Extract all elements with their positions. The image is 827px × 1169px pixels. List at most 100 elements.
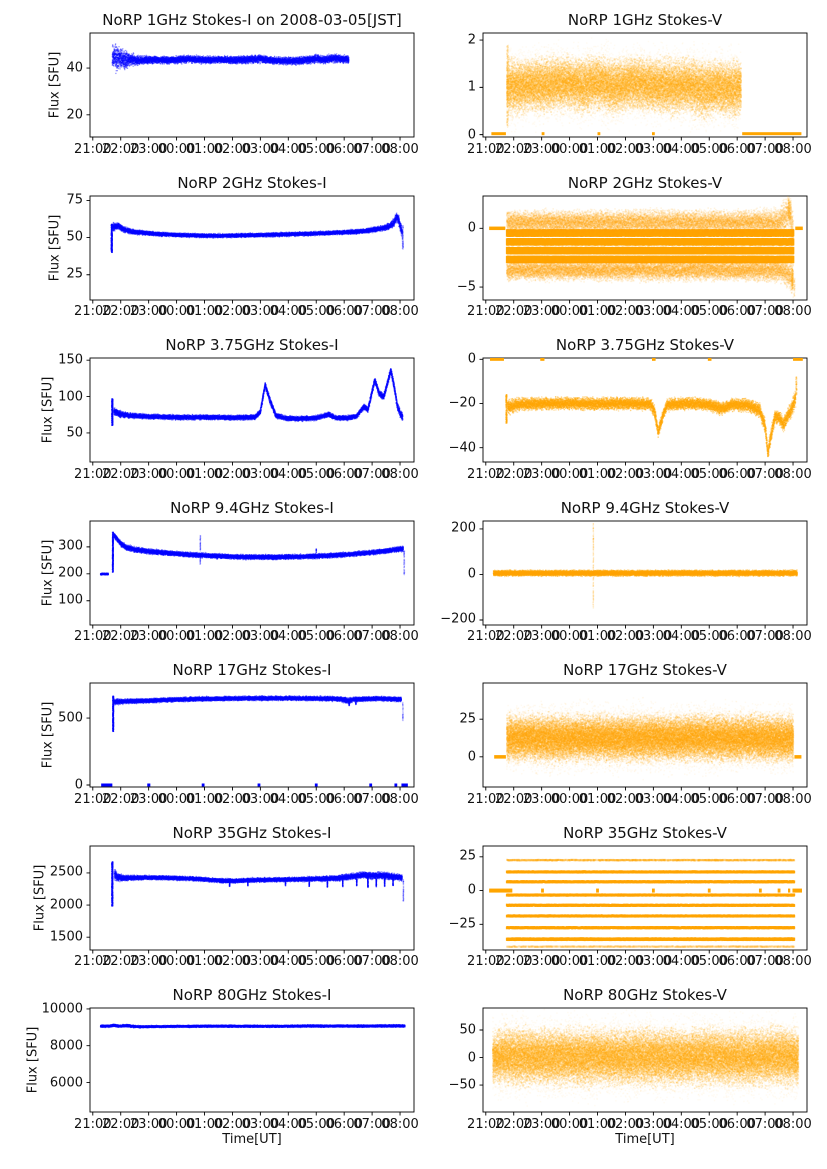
x-tick-label: 00:00 bbox=[550, 954, 589, 969]
x-tick-label: 03:00 bbox=[241, 141, 280, 157]
x-tick-label: 22:00 bbox=[101, 466, 140, 482]
y-tick-label: 2000 bbox=[49, 897, 83, 913]
x-tick-label: 07:00 bbox=[746, 954, 784, 969]
y-tick-label: 2500 bbox=[49, 864, 83, 880]
x-tick-label: 04:00 bbox=[269, 466, 308, 482]
y-tick-label: 200 bbox=[58, 565, 83, 581]
x-tick-label: 03:00 bbox=[634, 629, 673, 644]
y-tick-label: 500 bbox=[58, 710, 83, 726]
x-tick-label: 21:00 bbox=[467, 629, 505, 644]
x-tick-label: 04:00 bbox=[269, 141, 308, 157]
x-tick-label: 04:00 bbox=[269, 304, 308, 319]
x-tick-label: 02:00 bbox=[213, 1116, 252, 1132]
x-tick-label: 02:00 bbox=[606, 629, 645, 644]
x-tick-label: 05:00 bbox=[690, 141, 728, 157]
x-tick-label: 02:00 bbox=[213, 629, 252, 644]
x-tick-label: 22:00 bbox=[101, 141, 140, 157]
x-tick-label: 21:00 bbox=[467, 1116, 505, 1132]
plot-canvas-1ghz-i bbox=[84, 27, 420, 143]
x-tick-label: 00:00 bbox=[157, 954, 196, 969]
x-tick-label: 04:00 bbox=[269, 629, 308, 644]
x-tick-label: 22:00 bbox=[101, 629, 140, 644]
subplot-title-2ghz-v: NoRP 2GHz Stokes-V bbox=[567, 173, 723, 192]
plot-canvas-3-75ghz-v bbox=[477, 352, 813, 468]
y-tick-label: 25 bbox=[459, 711, 476, 727]
plot-canvas-17ghz-v bbox=[477, 677, 813, 793]
y-tick-label: 2 bbox=[467, 32, 476, 48]
x-tick-label: 23:00 bbox=[522, 791, 561, 807]
x-tick-label: 21:00 bbox=[467, 954, 505, 969]
x-tick-label: 23:00 bbox=[129, 629, 168, 644]
x-tick-label: 02:00 bbox=[213, 466, 252, 482]
plot-canvas-2ghz-v bbox=[477, 189, 813, 306]
x-tick-label: 08:00 bbox=[381, 466, 419, 482]
x-tick-label: 21:00 bbox=[74, 629, 112, 644]
x-tick-label: 23:00 bbox=[522, 466, 561, 482]
x-tick-label: 07:00 bbox=[746, 304, 784, 319]
x-tick-label: 02:00 bbox=[213, 141, 252, 157]
x-tick-label: 21:00 bbox=[74, 466, 112, 482]
x-tick-label: 21:00 bbox=[467, 141, 505, 157]
x-tick-label: 22:00 bbox=[101, 954, 140, 969]
x-tick-label: 22:00 bbox=[494, 141, 533, 157]
x-tick-label: 07:00 bbox=[353, 466, 391, 482]
y-tick-label: 25 bbox=[459, 848, 476, 864]
x-tick-label: 03:00 bbox=[241, 1116, 280, 1132]
y-tick-label: −200 bbox=[440, 611, 476, 627]
x-tick-label: 01:00 bbox=[578, 954, 617, 969]
x-tick-label: 06:00 bbox=[718, 1116, 756, 1132]
x-tick-label: 07:00 bbox=[746, 466, 784, 482]
subplot-title-17ghz-v: NoRP 17GHz Stokes-V bbox=[563, 661, 727, 679]
x-tick-label: 21:00 bbox=[467, 304, 505, 319]
subplot-title-3-75ghz-v: NoRP 3.75GHz Stokes-V bbox=[555, 336, 735, 354]
plot-canvas-1ghz-v bbox=[477, 27, 813, 143]
y-tick-label: 0 bbox=[467, 566, 476, 582]
x-tick-label: 22:00 bbox=[494, 629, 533, 644]
x-tick-label: 03:00 bbox=[241, 791, 280, 807]
x-tick-label: 03:00 bbox=[634, 791, 673, 807]
y-tick-label: 20 bbox=[66, 107, 83, 123]
x-tick-label: 08:00 bbox=[381, 1116, 419, 1132]
y-tick-label: 0 bbox=[74, 777, 83, 793]
y-tick-label: 6000 bbox=[49, 1075, 83, 1091]
x-tick-label: 23:00 bbox=[522, 1116, 561, 1132]
x-tick-label: 04:00 bbox=[662, 629, 701, 644]
x-tick-label: 02:00 bbox=[606, 1116, 645, 1132]
x-tick-label: 03:00 bbox=[634, 466, 673, 482]
x-tick-label: 06:00 bbox=[325, 1116, 363, 1132]
x-tick-label: 08:00 bbox=[381, 791, 419, 807]
x-tick-label: 01:00 bbox=[185, 466, 224, 482]
x-tick-label: 08:00 bbox=[774, 466, 812, 482]
x-tick-label: 01:00 bbox=[185, 791, 224, 807]
x-tick-label: 04:00 bbox=[662, 954, 701, 969]
x-tick-label: 07:00 bbox=[746, 791, 784, 807]
y-tick-label: −20 bbox=[448, 395, 476, 411]
x-tick-label: 06:00 bbox=[325, 791, 363, 807]
y-tick-label: 50 bbox=[66, 425, 83, 441]
x-tick-label: 08:00 bbox=[774, 304, 812, 319]
subplot-title-3-75ghz-i: NoRP 3.75GHz Stokes-I bbox=[165, 336, 339, 354]
x-tick-label: 05:00 bbox=[297, 141, 335, 157]
plot-canvas-35ghz-v bbox=[477, 839, 813, 956]
y-tick-label: −25 bbox=[448, 916, 476, 932]
x-tick-label: 06:00 bbox=[718, 629, 756, 644]
x-tick-label: 22:00 bbox=[494, 1116, 533, 1132]
subplot-title-1ghz-i: NoRP 1GHz Stokes-I on 2008-03-05[JST] bbox=[102, 11, 402, 29]
x-tick-label: 21:00 bbox=[74, 954, 112, 969]
plot-canvas-80ghz-v bbox=[477, 1002, 813, 1118]
x-tick-label: 22:00 bbox=[494, 791, 533, 807]
x-tick-label: 05:00 bbox=[690, 466, 728, 482]
x-tick-label: 01:00 bbox=[578, 1116, 617, 1132]
x-tick-label: 00:00 bbox=[550, 629, 589, 644]
x-tick-label: 21:00 bbox=[74, 141, 112, 157]
x-tick-label: 00:00 bbox=[550, 141, 589, 157]
y-tick-label: 0 bbox=[467, 1050, 476, 1066]
x-tick-label: 06:00 bbox=[325, 304, 363, 319]
x-tick-label: 02:00 bbox=[213, 954, 252, 969]
x-tick-label: 03:00 bbox=[634, 1116, 673, 1132]
x-tick-label: 00:00 bbox=[550, 466, 589, 482]
x-tick-label: 00:00 bbox=[550, 791, 589, 807]
subplot-title-9-4ghz-v: NoRP 9.4GHz Stokes-V bbox=[560, 498, 730, 517]
x-tick-label: 08:00 bbox=[381, 304, 419, 319]
